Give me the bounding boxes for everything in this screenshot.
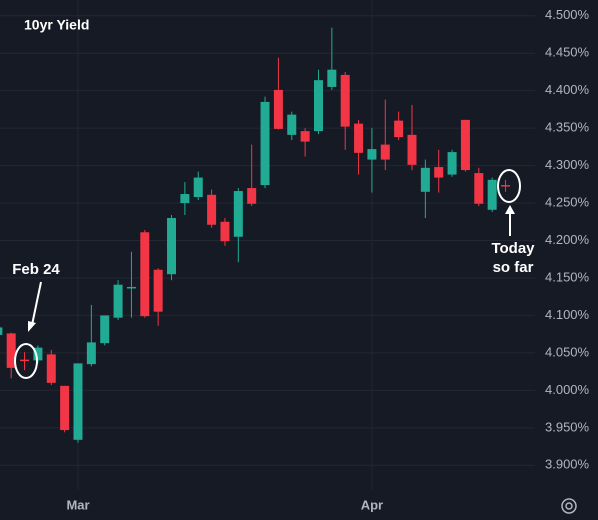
candle-body xyxy=(60,385,70,431)
annotation: Feb 24 xyxy=(12,261,60,278)
candle-body xyxy=(434,167,444,178)
candle-body xyxy=(247,188,257,204)
y-tick-label: 4.300% xyxy=(545,157,590,172)
candle-body xyxy=(0,327,3,335)
y-tick-label: 4.500% xyxy=(545,7,590,22)
candle-body xyxy=(33,347,43,361)
settings-icon[interactable] xyxy=(561,498,577,514)
candle-body xyxy=(313,80,323,132)
x-tick-label: Mar xyxy=(66,497,89,512)
candle-body xyxy=(300,131,310,142)
candle-body xyxy=(140,232,150,317)
candle-body xyxy=(100,315,110,344)
chart-title: 10yr Yield xyxy=(24,17,89,33)
y-tick-label: 3.950% xyxy=(545,419,590,434)
candle-body xyxy=(260,101,270,186)
candle-body xyxy=(180,194,190,204)
candle-body xyxy=(153,269,163,312)
candle-body xyxy=(20,359,30,362)
candle-body xyxy=(6,333,16,368)
candle-body xyxy=(287,114,297,135)
candle-body xyxy=(86,342,96,365)
highlight xyxy=(14,343,38,379)
candle-body xyxy=(460,119,470,171)
candle-body xyxy=(327,69,337,87)
candle-body xyxy=(487,179,497,210)
y-tick-label: 4.250% xyxy=(545,194,590,209)
candle-body xyxy=(367,149,377,160)
candle-body xyxy=(420,167,430,192)
candle-body xyxy=(113,284,123,318)
highlight xyxy=(497,169,521,203)
candle-body xyxy=(354,123,364,153)
y-tick-label: 4.450% xyxy=(545,45,590,60)
candle-body xyxy=(273,89,283,129)
arrow-head xyxy=(28,321,36,332)
y-tick-label: 4.050% xyxy=(545,344,590,359)
candle-body xyxy=(207,194,217,225)
candle-body xyxy=(220,221,230,242)
candle-body xyxy=(447,152,457,175)
candle-body xyxy=(167,218,177,275)
y-tick-label: 4.150% xyxy=(545,269,590,284)
candles xyxy=(0,27,511,443)
y-tick-label: 4.000% xyxy=(545,382,590,397)
y-tick-label: 4.100% xyxy=(545,307,590,322)
candle-body xyxy=(126,286,136,289)
candle-body xyxy=(501,185,511,187)
candle-body xyxy=(73,363,83,440)
y-tick-label: 4.400% xyxy=(545,82,590,97)
candle-body xyxy=(474,173,484,204)
candle-body xyxy=(394,120,404,138)
y-tick-label: 4.350% xyxy=(545,120,590,135)
candle-body xyxy=(380,144,390,160)
candle-body xyxy=(233,191,243,237)
candle-body xyxy=(46,354,56,383)
annotation: Today xyxy=(491,240,535,257)
y-tick-label: 4.200% xyxy=(545,232,590,247)
x-tick-label: Apr xyxy=(361,497,383,512)
candle-body xyxy=(193,177,203,198)
y-tick-label: 3.900% xyxy=(545,457,590,472)
annotation: so far xyxy=(493,259,534,276)
grid xyxy=(0,0,535,490)
arrow-head xyxy=(505,205,515,214)
arrow xyxy=(31,281,42,326)
candle-body xyxy=(407,134,417,165)
candle-body xyxy=(340,74,350,127)
